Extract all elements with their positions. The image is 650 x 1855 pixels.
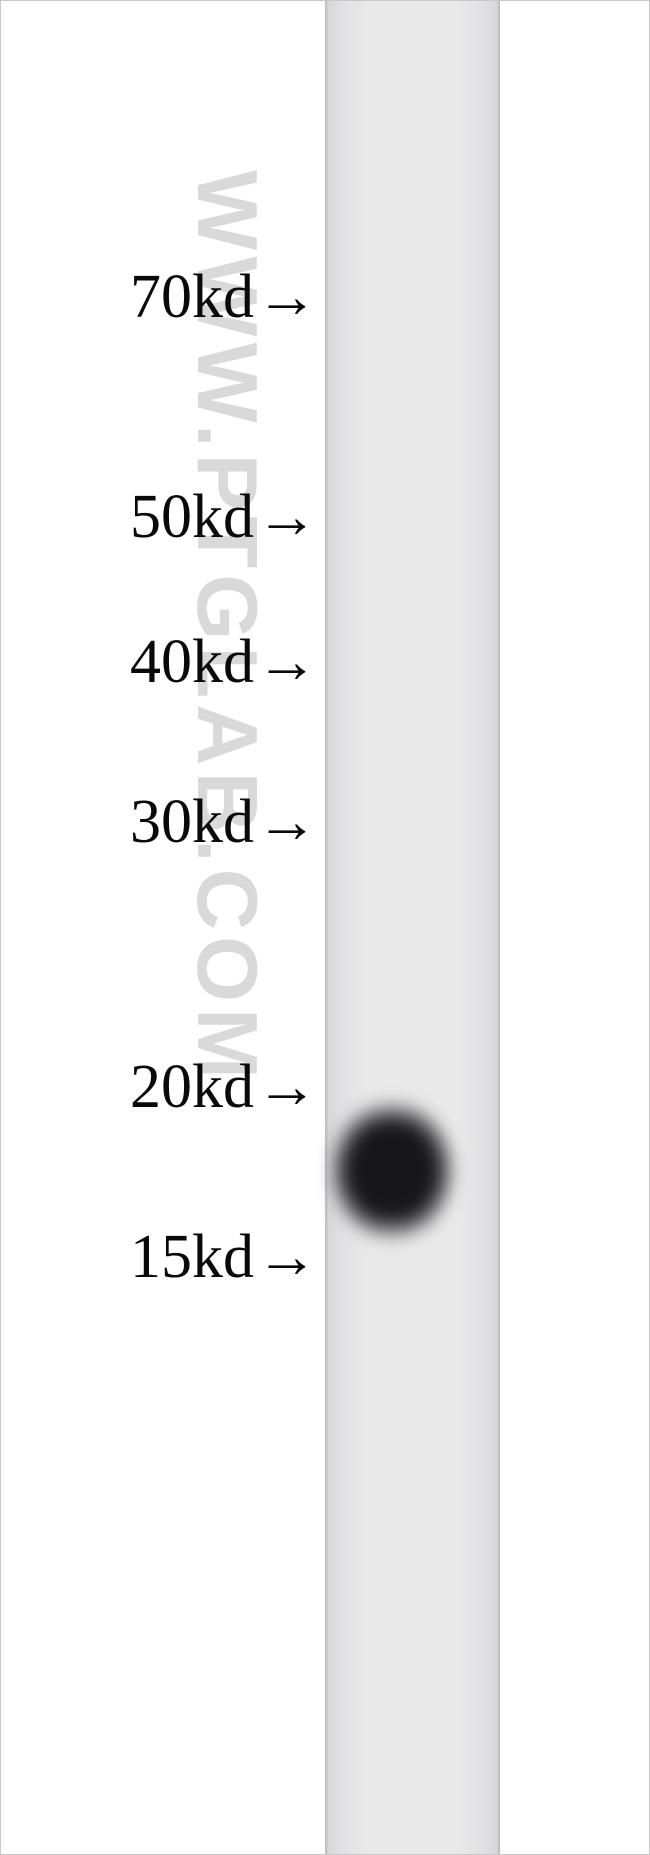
gel-lane-edge-left <box>325 0 329 1855</box>
arrow-right-icon: → <box>256 1056 318 1118</box>
protein-band-core <box>346 1121 438 1220</box>
gel-lane <box>325 0 500 1855</box>
arrow-right-icon: → <box>256 791 318 853</box>
mw-marker-label: 20kd <box>130 1056 254 1118</box>
mw-marker-label: 15kd <box>130 1226 254 1288</box>
arrow-right-icon: → <box>256 266 318 328</box>
mw-marker-40kd: 40kd → <box>130 631 318 693</box>
mw-marker-label: 70kd <box>130 266 254 328</box>
mw-marker-15kd: 15kd → <box>130 1226 318 1288</box>
mw-marker-label: 50kd <box>130 486 254 548</box>
arrow-right-icon: → <box>256 1226 318 1288</box>
mw-marker-70kd: 70kd → <box>130 266 318 328</box>
mw-marker-20kd: 20kd → <box>130 1056 318 1118</box>
arrow-right-icon: → <box>256 486 318 548</box>
western-blot-figure: WWW.PTGLAB.COM 70kd → 50kd → 40kd → 30kd… <box>0 0 650 1855</box>
gel-lane-fill <box>325 0 500 1855</box>
arrow-right-icon: → <box>256 631 318 693</box>
gel-lane-edge-right <box>496 0 500 1855</box>
mw-marker-30kd: 30kd → <box>130 791 318 853</box>
mw-marker-label: 40kd <box>130 631 254 693</box>
mw-marker-label: 30kd <box>130 791 254 853</box>
mw-marker-50kd: 50kd → <box>130 486 318 548</box>
protein-band <box>332 1103 452 1238</box>
